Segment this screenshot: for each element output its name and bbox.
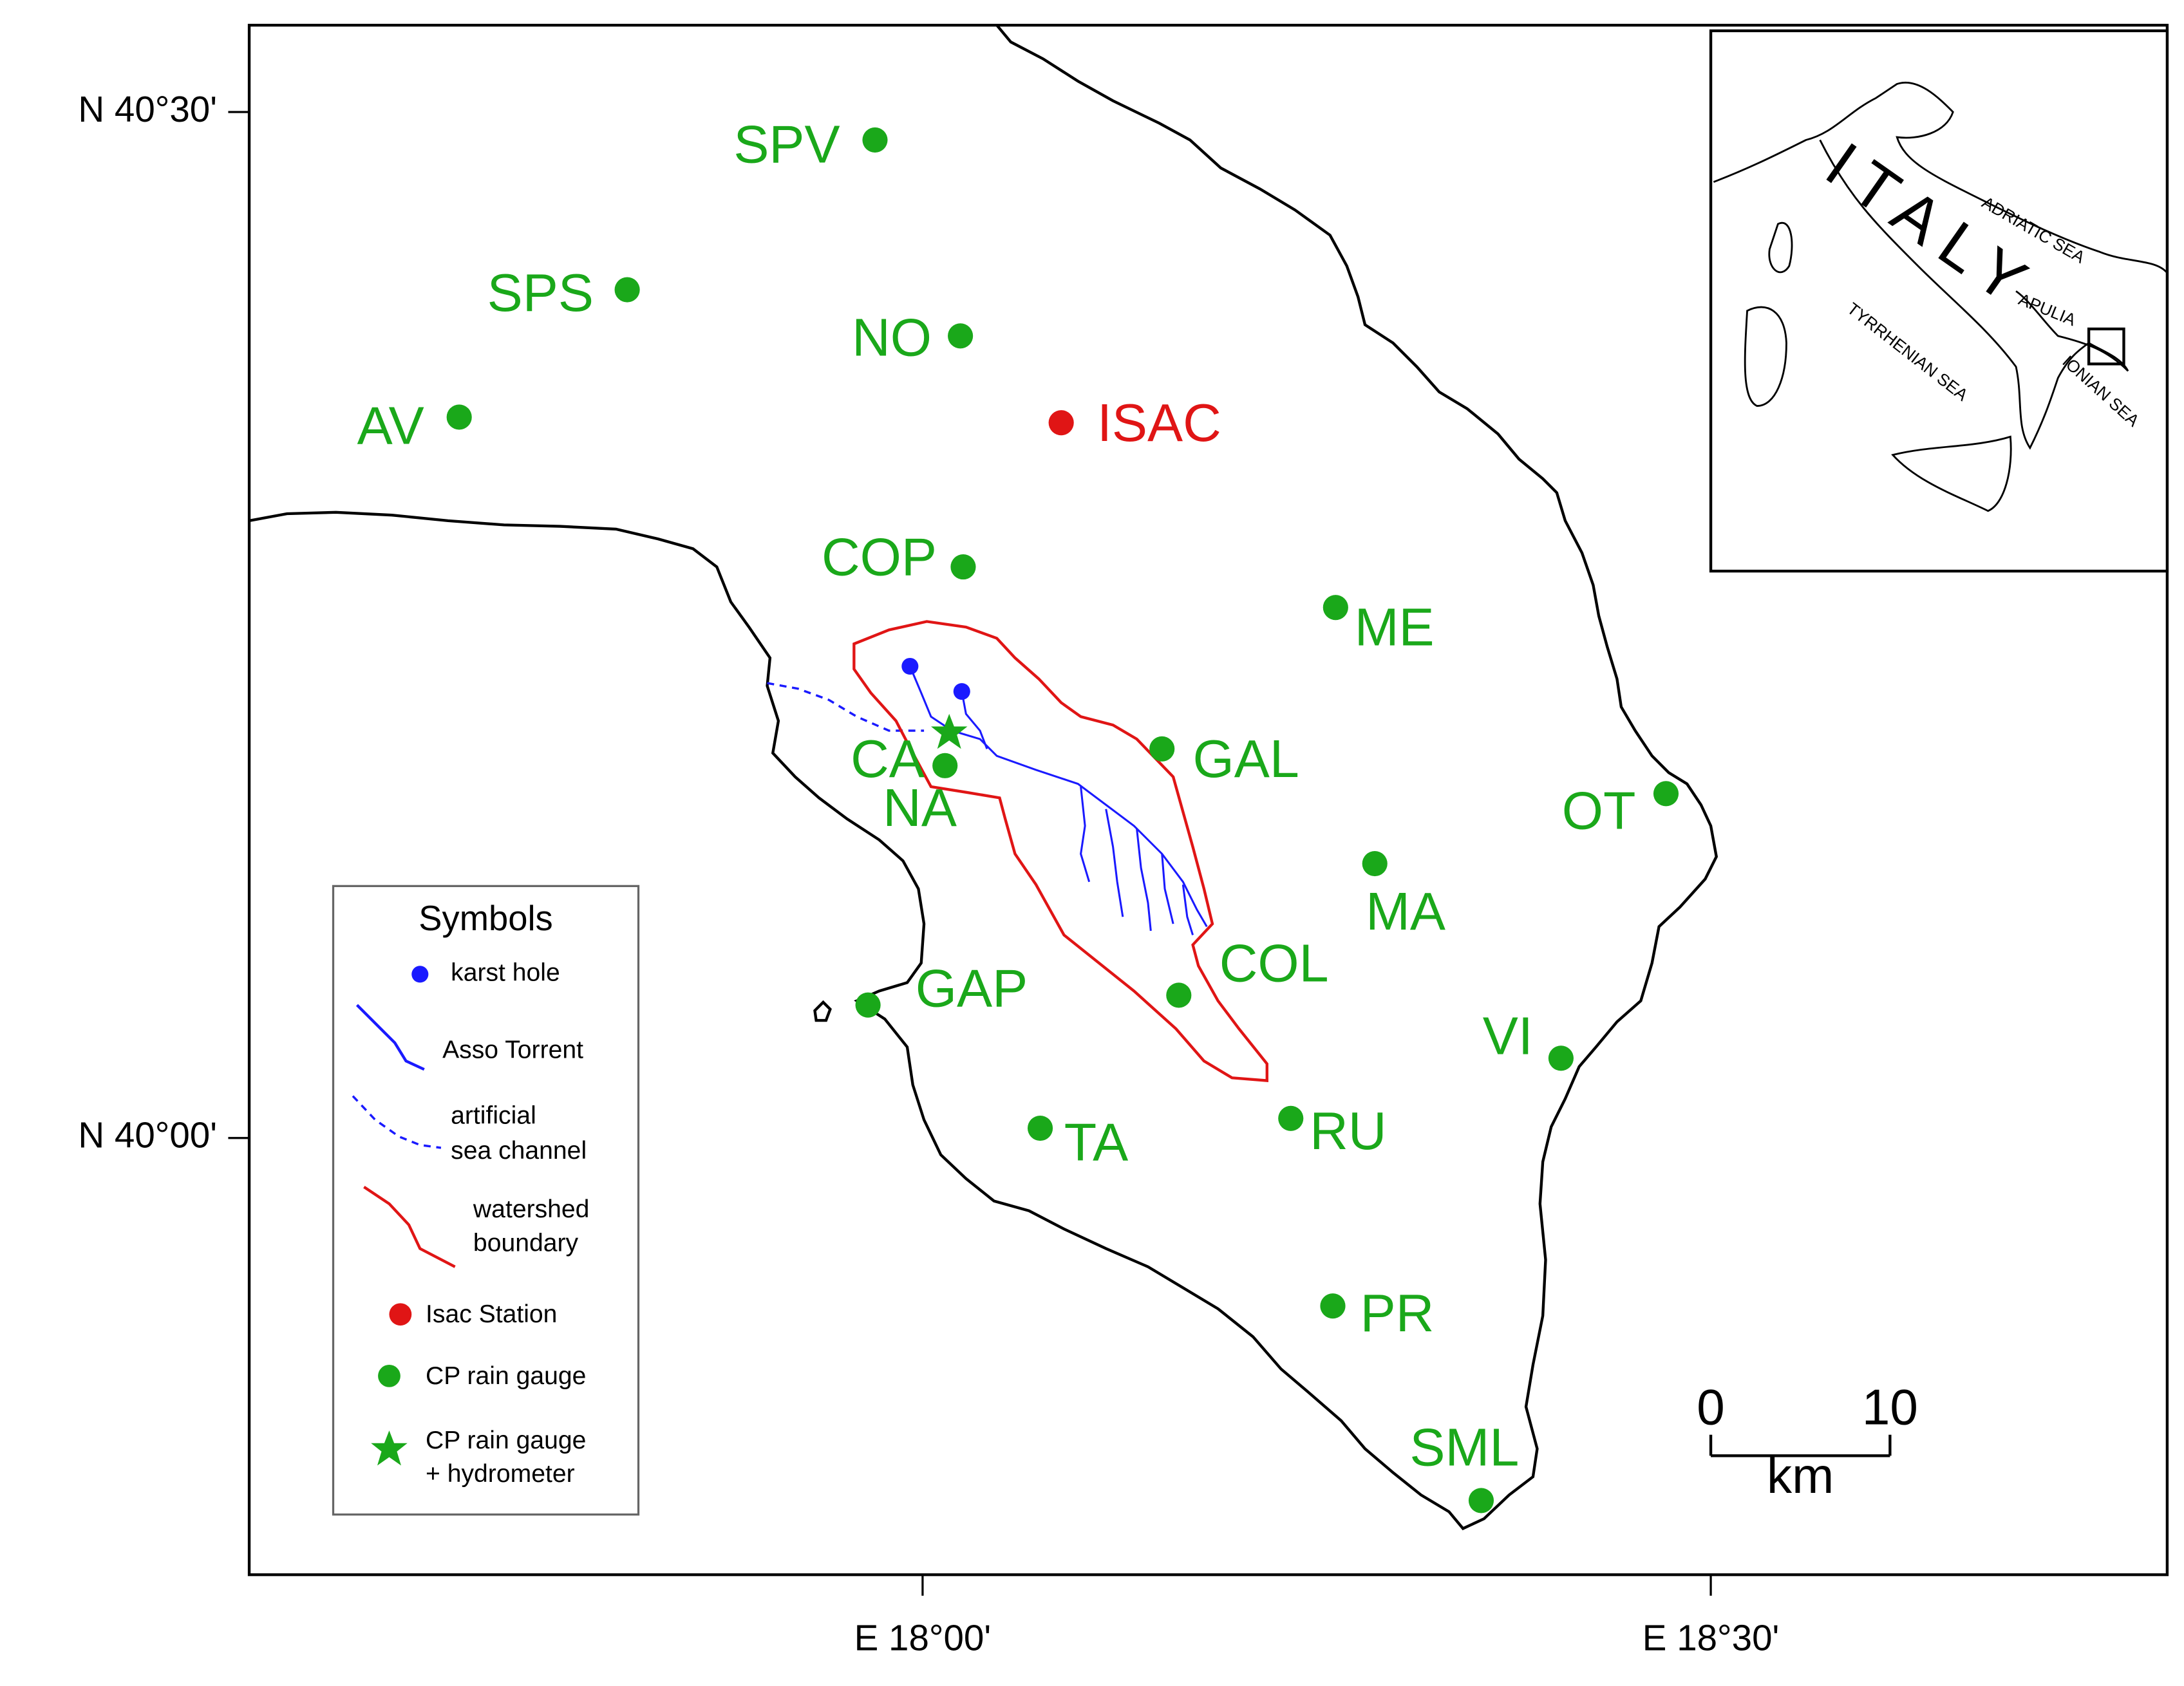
lat-label: N 40°00' [78, 1115, 217, 1156]
rain-gauge [1548, 1045, 1574, 1071]
study-area-box [2087, 327, 2125, 366]
torrent-branch [961, 691, 988, 749]
legend-channel-symbol [352, 1095, 442, 1149]
station-label: NA [883, 778, 957, 838]
lat-label: N 40°30' [78, 89, 217, 129]
rain-gauge [1166, 982, 1192, 1008]
station-label: OT [1562, 780, 1636, 840]
inset-corsica [1768, 221, 1793, 274]
legend-label: watershed [473, 1195, 590, 1223]
torrent-branch [1136, 829, 1152, 932]
station-label: RU [1310, 1101, 1386, 1161]
legend-watershed-symbol [363, 1186, 456, 1268]
scale-tick-label: 0 [1697, 1378, 1725, 1435]
legend-label: CP rain gauge [426, 1362, 586, 1390]
rain-gauge [862, 127, 888, 153]
lon-label: E 18°30' [1643, 1617, 1780, 1658]
rain-gauge [855, 992, 881, 1018]
torrent-branch [1161, 854, 1174, 924]
rain-gauge [1278, 1105, 1304, 1131]
station-label: SPV [733, 114, 840, 174]
inset-coast [1713, 82, 2169, 274]
karst-hole [901, 657, 919, 675]
axis-ticks [228, 111, 1712, 1596]
islet [813, 1000, 832, 1022]
coastline [249, 24, 1718, 1531]
legend-label: karst hole [451, 959, 560, 987]
rain-gauge [932, 753, 958, 778]
scale-bar [1709, 1434, 1892, 1457]
station-label: ME [1355, 597, 1435, 657]
asso-torrent [908, 666, 1208, 935]
hydrometer-star [930, 713, 968, 749]
rain-gauge [1468, 1488, 1494, 1513]
legend-star-symbol [371, 1430, 408, 1466]
inset-coast [1819, 139, 2129, 450]
legend-label: Isac Station [426, 1300, 557, 1328]
inset-italy [1713, 82, 2169, 512]
station-label: GAP [916, 958, 1028, 1018]
rain-gauge [1362, 851, 1388, 877]
torrent-branch [1105, 809, 1124, 917]
station-label: VI [1483, 1006, 1533, 1065]
legend-torrent-symbol [355, 1004, 425, 1071]
rain-gauge [1653, 781, 1679, 807]
legend-label: sea channel [451, 1137, 587, 1165]
inset-sicily [1891, 435, 2012, 512]
torrent-main [908, 666, 1208, 928]
legend-label: + hydrometer [426, 1460, 575, 1488]
rain-gauge [1320, 1293, 1346, 1319]
scale-tick-label: 10 [1862, 1378, 1918, 1435]
karst-hole [953, 683, 970, 700]
rain-gauge [446, 404, 472, 430]
torrent-branch [1181, 884, 1194, 935]
torrent-branch [1080, 786, 1091, 883]
station-label: TA [1064, 1112, 1128, 1172]
legend-label: boundary [473, 1229, 579, 1257]
map-frame [247, 23, 2169, 1577]
rain-gauge [1149, 736, 1175, 762]
rain-gauge [1027, 1115, 1053, 1141]
legend-isac-symbol [389, 1303, 412, 1326]
legend-karst-symbol [411, 966, 429, 983]
inset-sardinia [1744, 306, 1787, 407]
watershed-boundary [852, 620, 1268, 1082]
isac-label: ISAC [1097, 393, 1221, 453]
station-label: AV [357, 395, 424, 455]
rain-gauge [950, 554, 976, 580]
station-label: CA [851, 729, 925, 789]
isac-station [1048, 410, 1074, 436]
station-label: SML [1409, 1418, 1519, 1477]
rain-gauge [948, 323, 974, 349]
inset-frame [1709, 29, 2169, 573]
sea-channel [767, 682, 925, 732]
station-label: PR [1360, 1283, 1435, 1343]
legend-label: artificial [451, 1101, 536, 1129]
station-label: COL [1219, 933, 1329, 993]
scale-unit: km [1767, 1447, 1834, 1504]
legend-label: CP rain gauge [426, 1427, 586, 1454]
station-label: SPS [487, 263, 594, 323]
legend-gauge-symbol [378, 1364, 400, 1387]
lon-label: E 18°00' [854, 1617, 992, 1658]
rain-gauge [614, 277, 640, 303]
legend-label: Asso Torrent [442, 1036, 583, 1063]
station-label: GAL [1193, 729, 1299, 789]
legend-title: Symbols [419, 899, 552, 938]
station-label: NO [852, 307, 932, 367]
station-label: COP [822, 527, 937, 587]
station-label: MA [1366, 881, 1445, 941]
rain-gauge [1323, 595, 1348, 621]
